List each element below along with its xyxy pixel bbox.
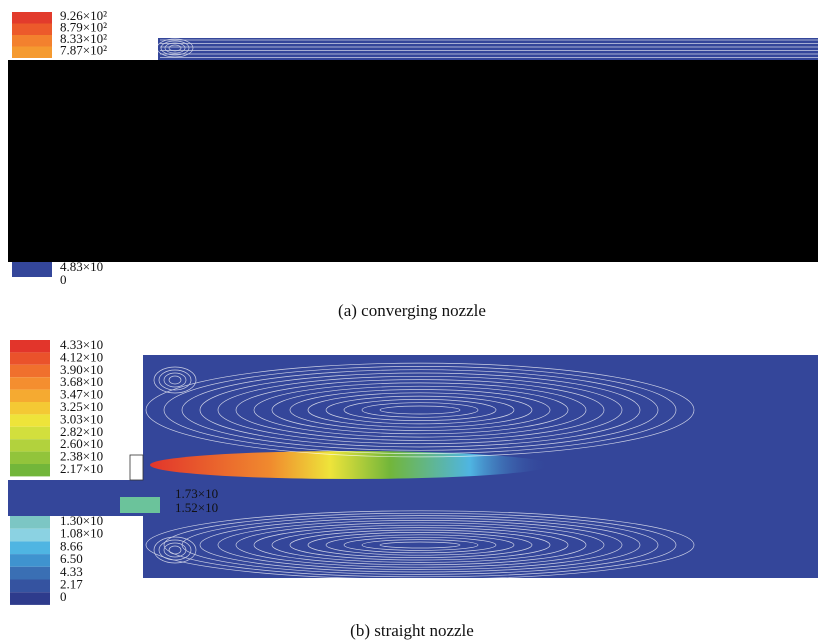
legend-swatch — [10, 541, 50, 554]
legend-swatch — [10, 390, 50, 402]
legend-label: 1.73×10 — [175, 486, 218, 501]
legend-swatch — [10, 402, 50, 414]
legend-swatch — [10, 352, 50, 364]
legend-swatch — [10, 365, 50, 377]
legend-swatch — [10, 554, 50, 567]
legend-swatch — [10, 340, 50, 352]
legend-label: 2.17×10 — [60, 461, 103, 476]
flow-field-a — [158, 38, 818, 62]
legend-swatch — [12, 12, 52, 24]
legend-swatch — [10, 439, 50, 451]
legend-swatch — [10, 414, 50, 426]
legend-swatch — [10, 377, 50, 389]
legend-label: 0 — [60, 272, 67, 287]
figure: 9.26×10²8.79×10²8.33×10²7.87×10² 4.83×10… — [0, 0, 818, 641]
legend-swatch — [12, 47, 52, 59]
legend-label: 1.52×10 — [175, 500, 218, 515]
legend-label: 7.87×10² — [60, 42, 107, 57]
legend-swatch — [12, 262, 52, 277]
legend-swatch — [10, 592, 50, 605]
legend-swatch — [10, 529, 50, 542]
caption: (a) converging nozzle — [338, 301, 486, 320]
legend-swatch — [10, 427, 50, 439]
legend-swatch — [10, 567, 50, 580]
legend-swatch — [10, 464, 50, 476]
nozzle — [130, 455, 143, 480]
legend-swatch — [12, 35, 52, 47]
legend-swatch — [120, 497, 160, 513]
caption: (b) straight nozzle — [350, 621, 474, 640]
legend-swatch — [10, 452, 50, 464]
redaction-box — [8, 60, 818, 262]
legend-label: 0 — [60, 589, 67, 604]
legend-swatch — [10, 516, 50, 529]
legend-swatch — [10, 580, 50, 593]
legend-swatch — [12, 24, 52, 36]
